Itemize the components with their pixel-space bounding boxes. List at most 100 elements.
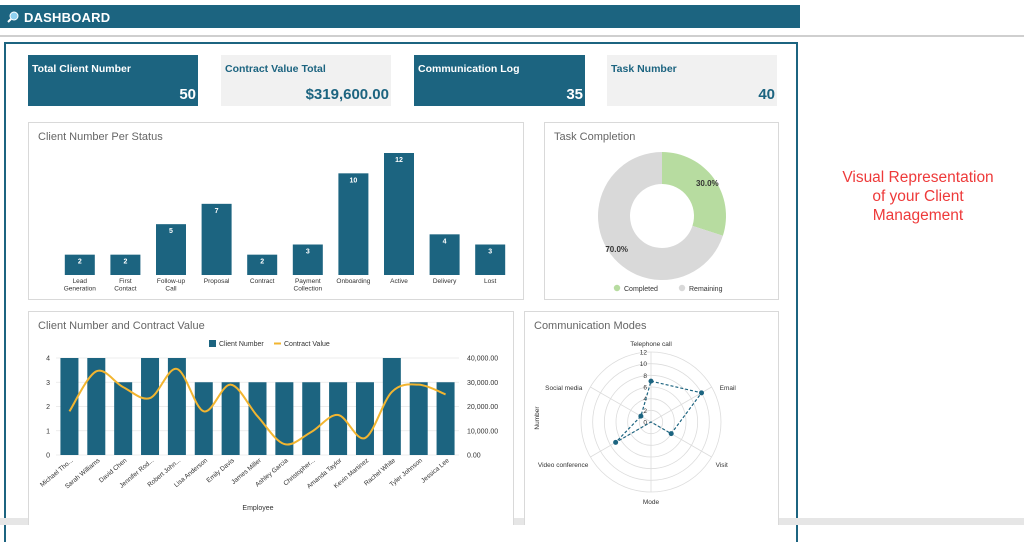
status-category-label: Contact bbox=[114, 286, 137, 293]
kpi-value: 35 bbox=[566, 86, 583, 103]
radar-axis-label: Mode bbox=[643, 499, 660, 506]
radar-axis-label: Social media bbox=[545, 385, 583, 392]
x-axis-title: Employee bbox=[242, 505, 273, 512]
communication-modes-panel: Communication Modes Telephone call Email V… bbox=[524, 311, 779, 525]
status-bar-value: 2 bbox=[260, 259, 264, 266]
radar-axis-label: Visit bbox=[716, 462, 728, 469]
kpi-value: 40 bbox=[758, 86, 775, 103]
radar-axis-label: Telephone call bbox=[630, 341, 672, 348]
client-number-bar bbox=[329, 382, 348, 455]
status-bar-value: 5 bbox=[169, 228, 173, 235]
radar-axis-label: Email bbox=[720, 385, 737, 392]
left-axis-tick: 1 bbox=[46, 428, 50, 435]
status-bar bbox=[64, 254, 95, 275]
client-number-bar bbox=[302, 382, 321, 455]
right-axis-tick: 40,000.00 bbox=[467, 356, 498, 363]
status-bar bbox=[429, 234, 460, 275]
radar-spoke bbox=[650, 421, 712, 458]
kpi-label: Total Client Number bbox=[32, 63, 131, 75]
status-category-label: Lead bbox=[73, 278, 88, 285]
chart-title: Client Number Per Status bbox=[38, 131, 163, 143]
status-bar bbox=[338, 173, 369, 275]
task-completion-donut: 30.0% 70.0% Completed Remaining bbox=[598, 152, 726, 293]
status-bar bbox=[110, 254, 141, 275]
legend-swatch bbox=[209, 340, 216, 347]
client-number-bar bbox=[248, 382, 267, 455]
status-category-label: Call bbox=[165, 286, 177, 293]
client-number-bar bbox=[141, 358, 160, 455]
status-bar-value: 3 bbox=[488, 249, 492, 256]
kpi-value: 50 bbox=[179, 86, 196, 103]
kpi-communication-log: Communication Log 35 bbox=[414, 55, 585, 106]
communication-radar-chart: Telephone call Email Visit Mode Video confer… bbox=[534, 341, 737, 506]
radar-axis-title: Number bbox=[534, 406, 541, 430]
client-number-bar bbox=[114, 382, 133, 455]
status-bar-value: 10 bbox=[350, 177, 358, 184]
kpi-label: Task Number bbox=[611, 63, 677, 75]
status-category-label: Active bbox=[390, 278, 408, 285]
kpi-label: Contract Value Total bbox=[225, 63, 326, 75]
donut-data-label: 30.0% bbox=[696, 179, 719, 188]
right-axis-tick: 30,000.00 bbox=[467, 380, 498, 387]
radar-point bbox=[668, 431, 674, 437]
donut-data-label: 70.0% bbox=[605, 245, 628, 254]
right-axis-tick: 0.00 bbox=[467, 453, 481, 460]
client-number-bar bbox=[167, 358, 186, 455]
contract-value-line bbox=[68, 367, 446, 446]
task-completion-panel: Task Completion 30.0% 70.0% Completed Remai… bbox=[544, 122, 779, 300]
legend-swatch bbox=[613, 284, 621, 292]
status-category-label: Delivery bbox=[433, 278, 457, 285]
status-bar bbox=[247, 254, 278, 275]
legend-label: Completed bbox=[624, 286, 658, 293]
status-chart-panel: Client Number Per Status 2 Lead Generation… bbox=[28, 122, 524, 300]
client-number-bar bbox=[355, 382, 374, 455]
kpi-label: Communication Log bbox=[418, 63, 520, 75]
client-number-bar bbox=[221, 382, 240, 455]
right-axis-tick: 20,000.00 bbox=[467, 404, 498, 411]
radar-point bbox=[613, 439, 619, 445]
legend-swatch bbox=[678, 284, 686, 292]
left-axis-tick: 4 bbox=[46, 356, 50, 363]
status-bar-value: 12 bbox=[395, 157, 403, 164]
page-title: DASHBOARD bbox=[24, 10, 111, 25]
donut-slice bbox=[662, 152, 726, 236]
client-number-bar bbox=[382, 358, 401, 455]
status-category-label: Follow-up bbox=[157, 278, 186, 285]
radar-point bbox=[699, 390, 705, 396]
donut-slice bbox=[598, 152, 723, 280]
status-bar bbox=[292, 244, 323, 275]
legend-label: Client Number bbox=[219, 341, 264, 348]
radar-tick-label: 8 bbox=[643, 373, 647, 380]
client-contract-combo-chart: 0 1 2 3 4 0.00 10,000.00 20,000.00 30,000.00 40,0… bbox=[39, 340, 498, 512]
status-category-label: Lost bbox=[484, 278, 496, 285]
left-axis-tick: 0 bbox=[46, 453, 50, 460]
status-bar-value: 7 bbox=[215, 208, 219, 215]
status-bar bbox=[156, 224, 186, 275]
status-category-label: Contract bbox=[250, 278, 275, 285]
client-number-bar bbox=[60, 358, 79, 455]
header-divider bbox=[0, 35, 1024, 37]
radar-tick-label: 2 bbox=[643, 408, 647, 415]
employee-label: Jessica Lee bbox=[420, 457, 451, 485]
client-number-bar bbox=[436, 382, 455, 455]
status-bar bbox=[384, 153, 414, 275]
header-bar: DASHBOARD bbox=[0, 5, 800, 28]
status-category-label: Onboarding bbox=[336, 278, 370, 285]
client-number-bar bbox=[409, 382, 428, 455]
client-number-bar bbox=[87, 358, 106, 455]
status-bar-value: 2 bbox=[78, 259, 82, 266]
status-category-label: Generation bbox=[64, 286, 97, 293]
client-number-bar bbox=[275, 382, 294, 455]
status-category-label: Proposal bbox=[204, 278, 230, 285]
radar-tick-label: 12 bbox=[640, 350, 648, 357]
kpi-contract-value-total: Contract Value Total $319,600.00 bbox=[221, 55, 391, 106]
chart-title: Communication Modes bbox=[534, 320, 647, 332]
legend-label: Contract Value bbox=[284, 341, 330, 348]
status-category-label: Collection bbox=[294, 286, 323, 293]
kpi-task-number: Task Number 40 bbox=[607, 55, 777, 106]
radar-tick-label: 6 bbox=[643, 385, 647, 392]
radar-tick-label: 10 bbox=[640, 361, 648, 368]
dashboard-logo-icon bbox=[7, 11, 19, 23]
chart-title: Client Number and Contract Value bbox=[38, 320, 205, 332]
